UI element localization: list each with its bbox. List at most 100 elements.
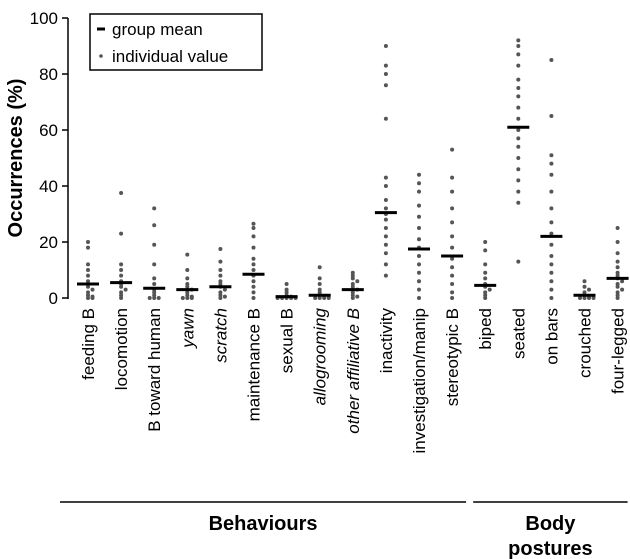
individual-dot xyxy=(417,172,421,177)
individual-dot xyxy=(317,287,322,292)
individual-dot xyxy=(383,273,388,278)
individual-dot xyxy=(119,273,124,278)
x-tick-label: B toward human xyxy=(145,308,164,432)
individual-dot xyxy=(516,63,521,68)
individual-dot xyxy=(251,284,256,289)
individual-dot xyxy=(350,276,355,281)
individual-dot xyxy=(218,268,223,272)
y-tick-label: 40 xyxy=(39,177,58,196)
individual-dot xyxy=(516,200,521,205)
individual-dot xyxy=(218,247,223,251)
individual-dot xyxy=(251,245,256,250)
individual-dot xyxy=(152,206,157,211)
individual-dot xyxy=(86,279,90,284)
individual-dot xyxy=(587,287,591,292)
individual-dot xyxy=(615,270,620,275)
individual-dot xyxy=(383,83,388,88)
individual-dot xyxy=(251,256,256,261)
individual-dot xyxy=(383,198,388,202)
y-axis-label: Occurrences (%) xyxy=(5,79,27,238)
individual-dot xyxy=(516,77,521,82)
individual-dot xyxy=(251,234,256,239)
individual-dot xyxy=(119,284,124,289)
individual-dot xyxy=(483,248,488,253)
x-tick-label: feeding B xyxy=(79,308,98,380)
x-tick-label: other affiliative B xyxy=(344,308,363,434)
individual-dot xyxy=(119,262,124,267)
individual-dot xyxy=(450,220,455,225)
individual-dot xyxy=(383,116,388,121)
individual-dot xyxy=(615,251,620,256)
individual-dot xyxy=(516,94,521,99)
individual-dot xyxy=(251,296,256,300)
individual-dot xyxy=(615,296,620,300)
individual-dot xyxy=(549,153,554,158)
individual-dot xyxy=(417,270,421,275)
individual-dot xyxy=(417,237,421,242)
individual-dot xyxy=(417,181,421,186)
individual-dot xyxy=(516,136,521,141)
individual-dot xyxy=(620,279,625,284)
x-tick-label: investigation/manip xyxy=(410,308,429,454)
individual-dot xyxy=(383,226,388,230)
individual-dot xyxy=(549,172,554,177)
individual-dot xyxy=(317,290,322,295)
individual-dot xyxy=(450,256,455,261)
individual-dot xyxy=(326,296,331,300)
individual-dot xyxy=(251,221,256,226)
individual-dot xyxy=(383,217,388,222)
individual-dot xyxy=(549,58,554,62)
x-tick-label: on bars xyxy=(542,308,561,365)
individual-dot xyxy=(152,242,157,247)
individual-dot xyxy=(620,287,625,292)
legend-label: individual value xyxy=(112,47,228,66)
individual-dot xyxy=(487,287,492,292)
individual-dot xyxy=(582,296,587,300)
individual-dot xyxy=(218,259,223,264)
individual-dot xyxy=(119,290,124,295)
individual-dot xyxy=(450,206,455,211)
individual-dot xyxy=(222,294,227,299)
individual-dot xyxy=(417,203,421,208)
individual-dot xyxy=(516,44,521,48)
individual-dot xyxy=(251,226,256,230)
individual-dot xyxy=(582,290,587,295)
individual-dot xyxy=(180,296,185,300)
y-tick-label: 80 xyxy=(39,65,58,84)
individual-dot xyxy=(549,206,554,211)
individual-dot xyxy=(350,284,355,289)
individual-dot xyxy=(516,52,521,57)
individual-dot xyxy=(90,296,95,300)
individual-dot xyxy=(86,296,90,300)
individual-dot xyxy=(350,282,355,286)
individual-dot xyxy=(549,296,554,300)
individual-dot xyxy=(549,161,554,166)
individual-dot xyxy=(483,290,488,295)
individual-dot xyxy=(516,189,521,194)
individual-dot xyxy=(516,105,521,110)
individual-dot xyxy=(516,86,521,90)
individual-dot xyxy=(147,296,152,300)
individual-dot xyxy=(383,184,388,188)
individual-dot xyxy=(322,296,327,300)
individual-dot xyxy=(549,231,554,236)
individual-dot xyxy=(549,270,554,275)
individual-dot xyxy=(549,279,554,284)
individual-dot xyxy=(185,293,190,298)
individual-dot xyxy=(119,268,124,272)
individual-dot xyxy=(615,284,620,289)
individual-dot xyxy=(317,296,322,300)
legend-dot xyxy=(99,54,103,58)
individual-dot xyxy=(450,265,455,270)
individual-dot xyxy=(483,296,488,300)
individual-dot xyxy=(251,268,256,272)
x-tick-label: four-legged xyxy=(609,308,628,394)
individual-dot xyxy=(591,296,596,300)
individual-dot xyxy=(152,276,157,281)
individual-dot xyxy=(417,254,421,258)
individual-dot xyxy=(152,282,157,286)
individual-dot xyxy=(483,240,488,244)
individual-dot xyxy=(317,265,322,270)
individual-dot xyxy=(417,279,421,284)
individual-dot xyxy=(450,282,455,286)
